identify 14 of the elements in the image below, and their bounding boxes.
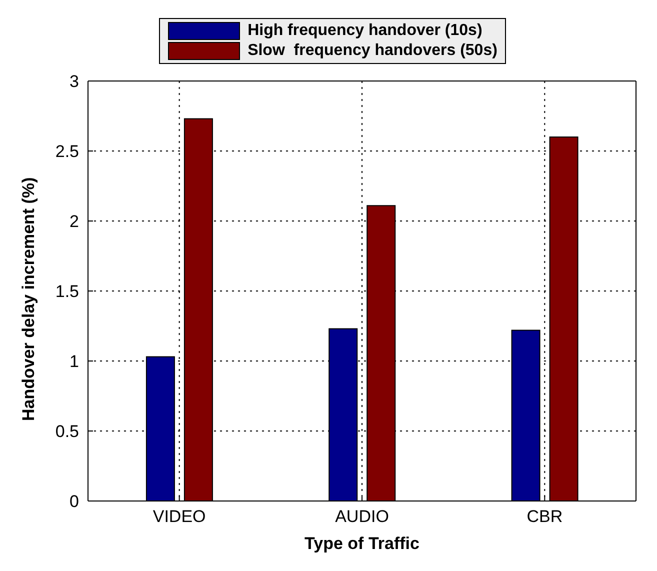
- x-tick-label: AUDIO: [335, 507, 389, 526]
- y-tick-label: 1: [70, 352, 79, 372]
- x-axis-title: Type of Traffic: [304, 534, 420, 553]
- legend-label: High frequency handover (10s): [248, 22, 482, 40]
- y-tick-label: 2.5: [55, 142, 79, 162]
- y-tick-label: 3: [70, 72, 79, 92]
- legend-label: Slow frequency handovers (50s): [248, 42, 498, 60]
- y-tick-label: 0: [70, 492, 79, 512]
- y-tick-label: 2: [70, 212, 79, 232]
- x-tick-label: CBR: [526, 507, 563, 526]
- x-tick-label: VIDEO: [152, 507, 206, 526]
- y-tick-label: 1.5: [55, 282, 79, 302]
- y-tick-label: 0.5: [55, 422, 79, 442]
- y-axis-title: Handover delay increment (%): [19, 177, 38, 421]
